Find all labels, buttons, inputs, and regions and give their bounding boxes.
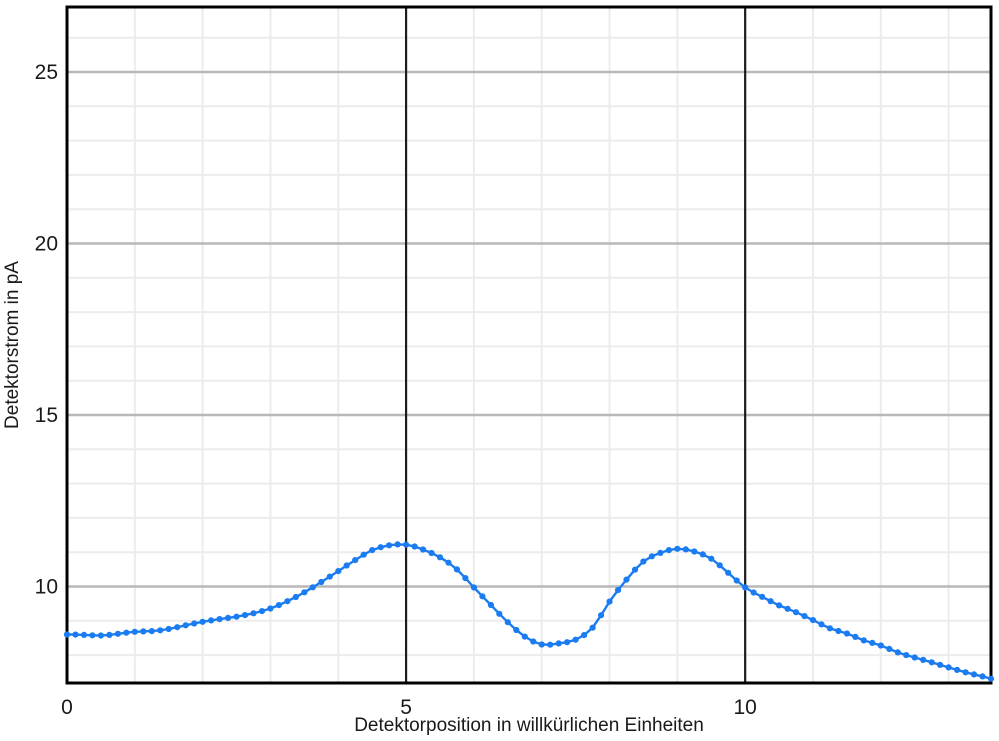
y-axis-label: Detektorstrom in pA: [2, 261, 23, 429]
y-tick-10: 10: [35, 576, 58, 599]
grid-minor: [67, 7, 991, 683]
grid-major-vertical: [404, 7, 747, 683]
x-tick-10: 10: [733, 696, 756, 719]
x-tick-0: 0: [61, 696, 73, 719]
y-tick-labels: 10 15 20 25: [35, 61, 58, 599]
x-tick-5: 5: [400, 696, 412, 719]
plot-border: [65, 5, 993, 685]
y-tick-15: 15: [35, 404, 58, 427]
x-axis-label: Detektorposition in willkürlichen Einhei…: [354, 715, 704, 736]
grid-major-horizontal: [67, 70, 991, 588]
y-tick-25: 25: [35, 61, 58, 84]
y-tick-20: 20: [35, 233, 58, 256]
x-tick-labels: 0 5 10: [61, 696, 757, 719]
data-series: [63, 541, 995, 682]
